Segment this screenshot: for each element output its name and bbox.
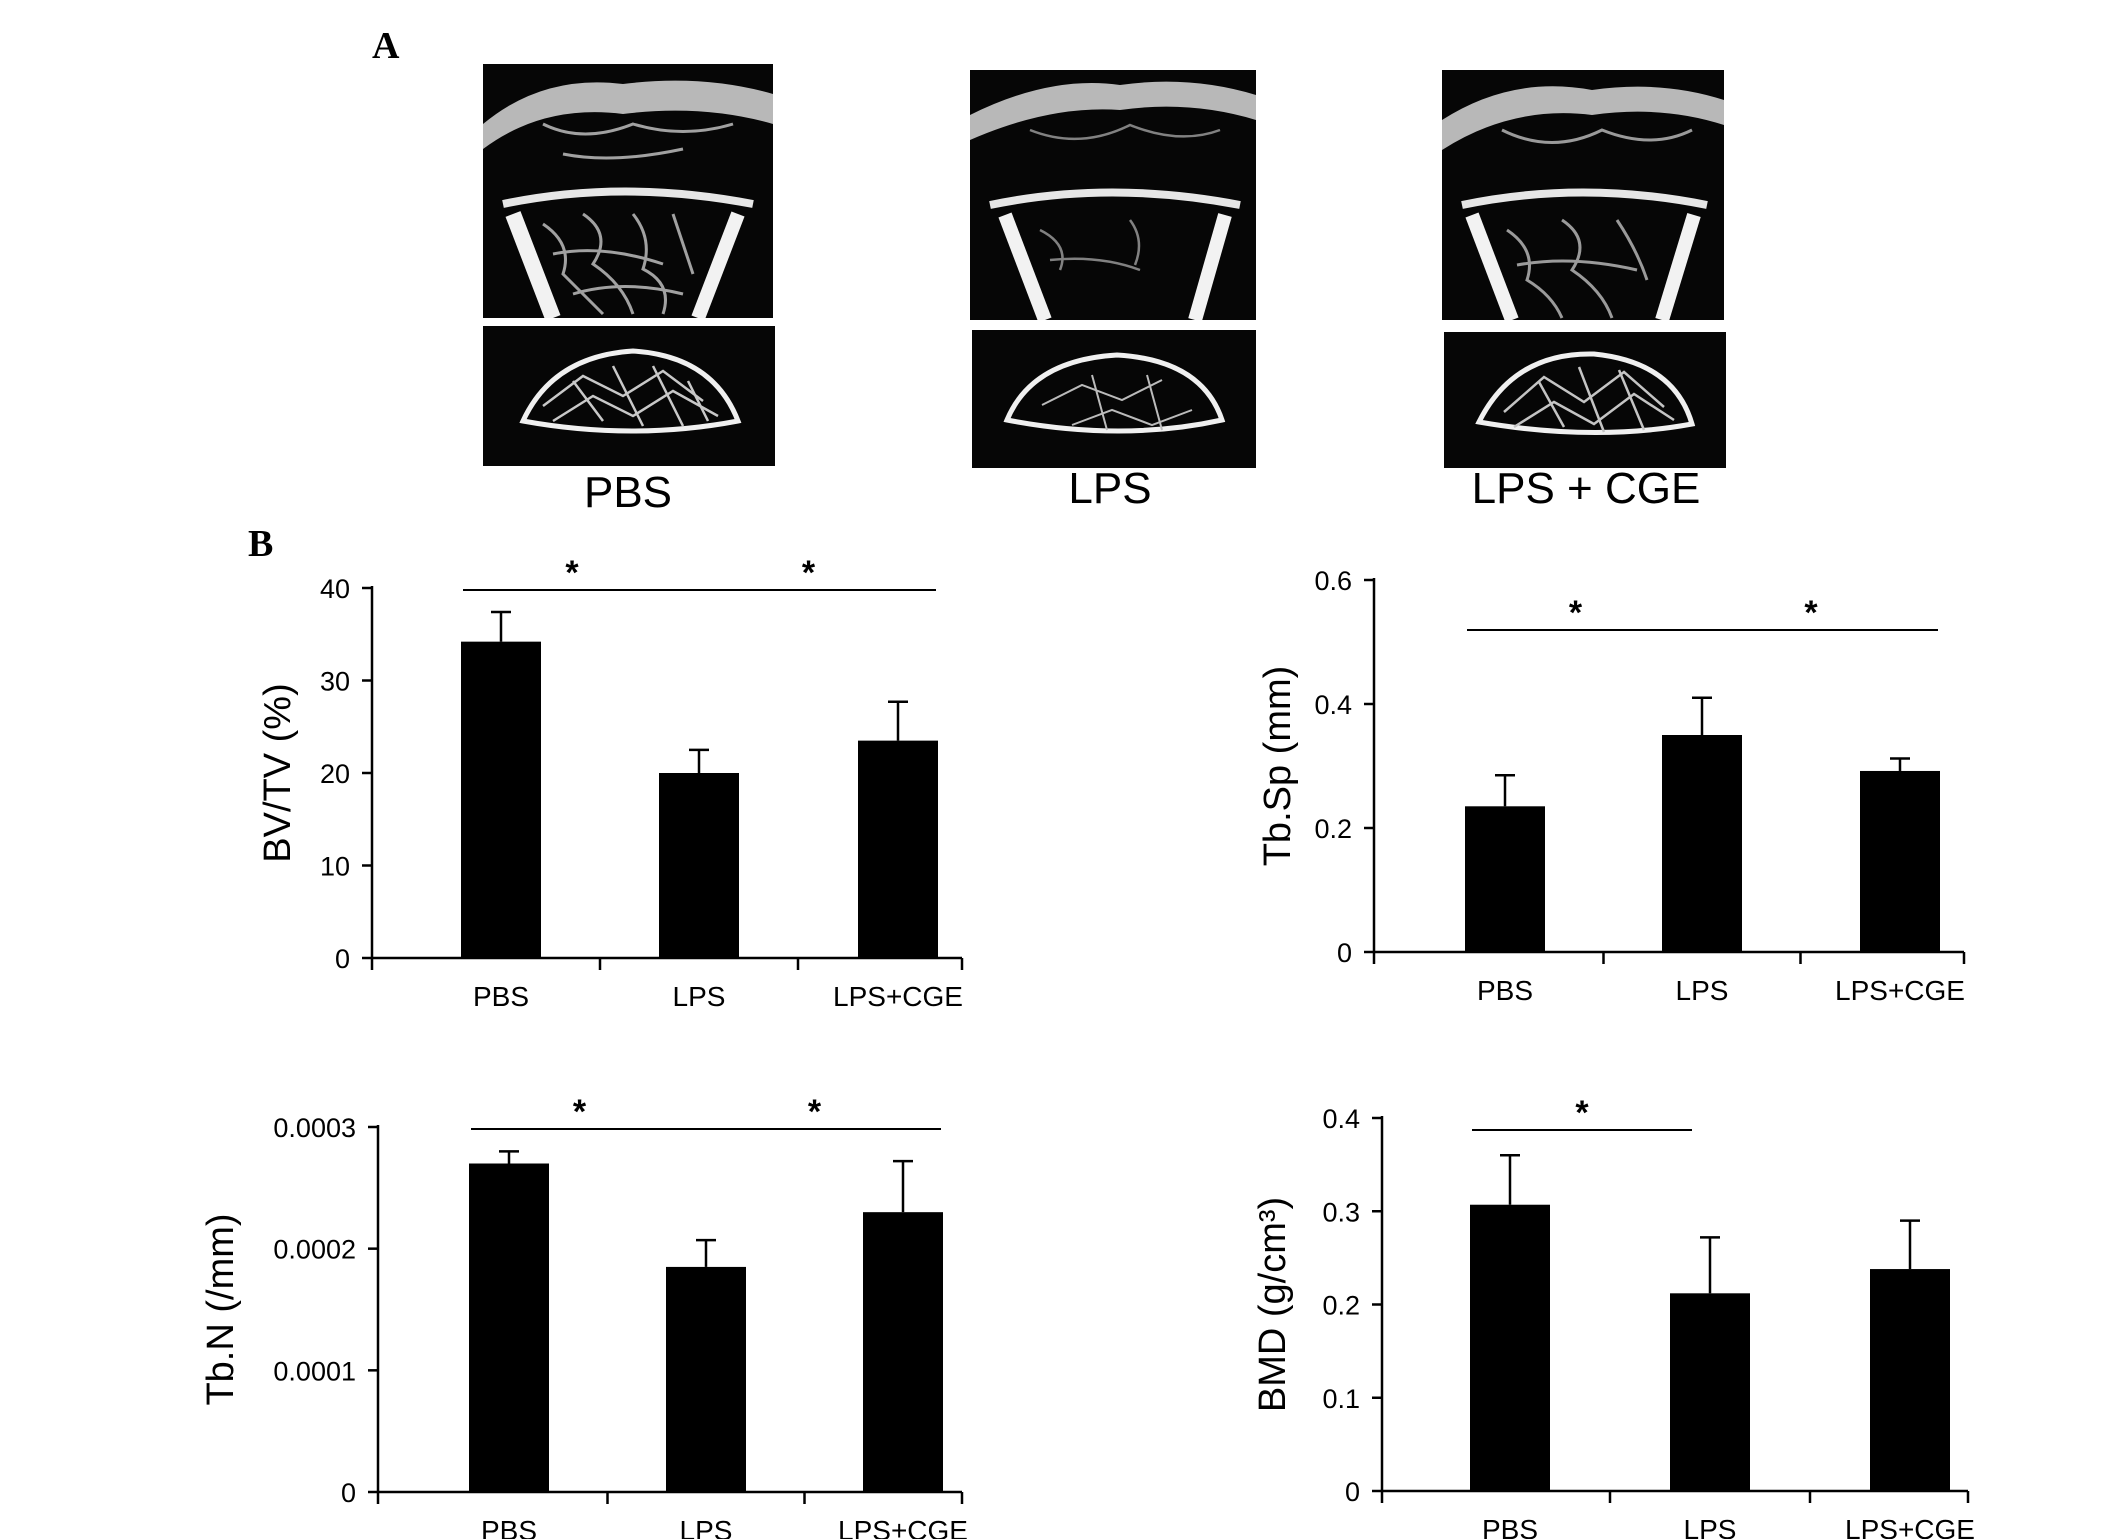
bmd-significance-star-0: * <box>1575 1094 1589 1132</box>
tbn-ytick-label: 0.0001 <box>273 1356 356 1386</box>
tbsp-ytick-label: 0 <box>1337 938 1352 968</box>
tbn-category-label-2: LPS+CGE <box>838 1515 968 1539</box>
ct-label-pbs: PBS <box>583 468 673 517</box>
bmd-ytick-label: 0.4 <box>1322 1104 1360 1134</box>
bvtv-category-label-0: PBS <box>473 981 529 1012</box>
ct-label-lps-cge: LPS + CGE <box>1471 464 1701 513</box>
lps-cge-crosssection-ct-image <box>1444 332 1726 468</box>
tbn-chart: 0 0.0001 0.0002 0.0003 PBS LPS LPS+CGE Tb.N (/m… <box>200 1093 968 1539</box>
tbn-significance-star-1: * <box>808 1093 822 1131</box>
bvtv-ytick-label: 30 <box>320 667 350 697</box>
tbn-significance-star-0: * <box>573 1093 587 1131</box>
bmd-ytick-label: 0 <box>1345 1477 1360 1507</box>
bmd-category-label-2: LPS+CGE <box>1845 1514 1975 1539</box>
tbsp-bar-0 <box>1465 806 1545 952</box>
bvtv-y-axis-title: BV/TV (%) <box>257 683 299 862</box>
tbn-category-label-0: PBS <box>481 1515 537 1539</box>
bvtv-category-label-2: LPS+CGE <box>833 981 963 1012</box>
bvtv-ytick-label: 10 <box>320 852 350 882</box>
lps-longitudinal-ct-image <box>970 70 1256 320</box>
lps-crosssection-ct-image <box>972 330 1256 468</box>
bvtv-ytick-label: 20 <box>320 759 350 789</box>
bvtv-category-label-1: LPS <box>673 981 726 1012</box>
tbn-bar-2 <box>863 1212 943 1492</box>
bvtv-bar-0 <box>461 641 541 958</box>
bvtv-ytick-label: 40 <box>320 574 350 604</box>
tbsp-bar-1 <box>1662 735 1742 952</box>
bmd-ytick-label: 0.1 <box>1322 1384 1360 1414</box>
bvtv-chart: 0 10 20 30 40 PBS LPS LPS+CGE BV/TV (%) * * <box>257 554 964 1012</box>
bmd-category-label-1: LPS <box>1684 1514 1737 1539</box>
tbn-category-label-1: LPS <box>680 1515 733 1539</box>
bvtv-bar-1 <box>659 773 739 958</box>
bmd-ytick-label: 0.3 <box>1322 1197 1360 1227</box>
bvtv-bar-2 <box>858 740 938 958</box>
bvtv-ytick-label: 0 <box>335 944 350 974</box>
tbsp-category-label-1: LPS <box>1676 975 1729 1006</box>
bmd-chart: 0 0.1 0.2 0.3 0.4 PBS LPS LPS+CGE BMD (g/cm³) * <box>1252 1094 1975 1539</box>
tbn-bar-1 <box>666 1266 746 1492</box>
bmd-ytick-label: 0.2 <box>1322 1291 1360 1321</box>
tbsp-y-axis-title: Tb.Sp (mm) <box>1257 666 1299 867</box>
tbsp-ytick-label: 0.6 <box>1314 566 1352 596</box>
bmd-bar-0 <box>1470 1204 1550 1491</box>
ct-label-lps: LPS <box>1068 464 1152 513</box>
bmd-bar-1 <box>1670 1293 1750 1491</box>
panel-a-label: A <box>372 25 400 67</box>
tbsp-ytick-label: 0.4 <box>1314 690 1352 720</box>
bmd-bar-2 <box>1870 1269 1950 1491</box>
bvtv-significance-star-1: * <box>802 554 816 592</box>
tbsp-chart: 0 0.2 0.4 0.6 PBS LPS LPS+CGE Tb.Sp (mm) * * <box>1257 566 1966 1006</box>
bmd-category-label-0: PBS <box>1482 1514 1538 1539</box>
panel-b-label: B <box>248 523 274 565</box>
tbn-y-axis-title: Tb.N (/mm) <box>200 1213 242 1405</box>
tbn-ytick-label: 0 <box>341 1478 356 1508</box>
tbn-bar-0 <box>469 1163 549 1492</box>
tbn-ytick-label: 0.0003 <box>273 1113 356 1143</box>
tbsp-significance-star-1: * <box>1804 594 1818 632</box>
lps-cge-longitudinal-ct-image <box>1442 70 1724 320</box>
tbsp-bar-2 <box>1860 770 1940 952</box>
tbn-ytick-label: 0.0002 <box>273 1235 356 1265</box>
tbsp-category-label-2: LPS+CGE <box>1835 975 1965 1006</box>
pbs-crosssection-ct-image <box>483 326 775 466</box>
bmd-y-axis-title: BMD (g/cm³) <box>1252 1197 1294 1412</box>
tbsp-ytick-label: 0.2 <box>1314 814 1352 844</box>
tbsp-category-label-0: PBS <box>1477 975 1533 1006</box>
bvtv-significance-star-0: * <box>565 554 579 592</box>
pbs-longitudinal-ct-image <box>483 64 773 318</box>
tbsp-significance-star-0: * <box>1569 594 1583 632</box>
